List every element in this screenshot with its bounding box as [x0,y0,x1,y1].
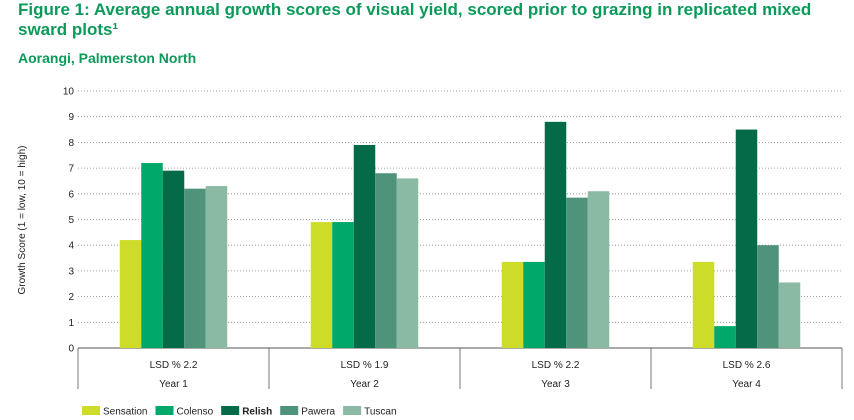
y-tick-label: 2 [68,292,74,303]
legend-swatch-colenso [155,406,174,415]
y-tick-label: 5 [68,215,74,226]
chart-title: Figure 1: Average annual growth scores o… [18,0,812,39]
y-tick-label: 7 [68,164,74,175]
legend: Sensation Colenso Relish Pawera Tuscan [82,406,397,418]
y-tick-label: 3 [68,266,74,277]
legend-swatch-tuscan [343,406,362,415]
lsd-label: LSD % 2.2 [150,360,198,371]
bar-relish-year-1 [162,170,185,348]
legend-swatch-pawera [280,406,299,415]
y-tick-label: 9 [68,112,74,123]
bar-sensation-year-2 [310,222,333,348]
bar-sensation-year-1 [119,240,142,348]
lsd-label: LSD % 1.9 [341,360,389,371]
lsd-label: LSD % 2.6 [723,360,771,371]
bar-colenso-year-1 [141,162,163,348]
x-category-label: Year 1 [159,379,188,390]
legend-label-pawera: Pawera [301,407,335,418]
legend-swatch-relish [221,406,240,415]
x-category-label: Year 4 [732,379,761,390]
legend-label-tuscan: Tuscan [364,407,396,418]
bars [119,121,801,348]
bar-pawera-year-3 [566,197,588,348]
bar-relish-year-2 [353,144,376,348]
bar-tuscan-year-2 [396,178,419,348]
y-tick-label: 4 [68,241,74,252]
legend-label-sensation: Sensation [103,407,147,418]
bar-sensation-year-3 [501,261,524,348]
y-tick-label: 8 [68,138,74,149]
chart-subtitle: Aorangi, Palmerston North [18,50,197,66]
bar-colenso-year-4 [714,326,736,348]
bar-pawera-year-1 [184,188,206,348]
bar-tuscan-year-3 [587,191,610,348]
legend-label-colenso: Colenso [176,407,213,418]
y-tick-label: 10 [63,87,75,98]
lsd-label: LSD % 2.2 [532,360,580,371]
y-tick-label: 6 [68,189,74,200]
bar-relish-year-3 [544,121,567,348]
y-tick-label: 0 [68,344,74,355]
bar-tuscan-year-4 [778,282,801,348]
x-category-label: Year 3 [541,379,570,390]
x-category-label: Year 2 [350,379,379,390]
y-tick-label: 1 [68,318,74,329]
x-axis: LSD % 2.2 Year 1 LSD % 1.9 Year 2 LSD % 2.2 Y… [77,348,843,390]
y-tick-labels: 0 1 2 3 4 5 6 7 8 9 10 [63,87,75,355]
bar-sensation-year-4 [692,261,715,348]
bar-colenso-year-2 [332,222,354,348]
bar-tuscan-year-1 [205,186,228,348]
legend-label-relish: Relish [242,407,272,418]
y-axis-label: Growth Score (1 = low, 10 = high) [17,146,28,295]
bar-colenso-year-3 [523,261,545,348]
bar-pawera-year-4 [757,245,779,348]
legend-swatch-sensation [82,406,100,415]
bar-pawera-year-2 [375,173,397,348]
bar-relish-year-4 [735,129,758,348]
